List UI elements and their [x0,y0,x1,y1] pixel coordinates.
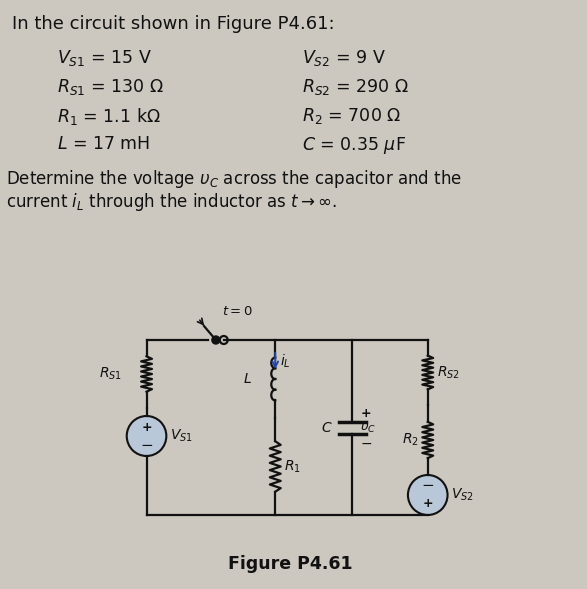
Text: $i_L$: $i_L$ [280,352,291,370]
Text: −: − [140,438,153,453]
Text: $R_2$: $R_2$ [402,432,419,448]
Text: $L$: $L$ [242,372,251,386]
Text: $V_{S1}$ = 15 V: $V_{S1}$ = 15 V [58,48,152,68]
Text: Determine the voltage $\upsilon_C$ across the capacitor and the: Determine the voltage $\upsilon_C$ acros… [6,168,462,190]
Text: +: + [360,407,371,420]
Text: $V_{S2}$ = 9 V: $V_{S2}$ = 9 V [302,48,386,68]
Text: $R_1$: $R_1$ [284,458,301,475]
Text: $C$ = 0.35 $\mu$F: $C$ = 0.35 $\mu$F [302,135,406,156]
Text: $R_1$ = 1.1 k$\Omega$: $R_1$ = 1.1 k$\Omega$ [58,106,161,127]
Circle shape [127,416,166,456]
Text: $\upsilon_C$: $\upsilon_C$ [360,422,376,435]
Text: $R_2$ = 700 $\Omega$: $R_2$ = 700 $\Omega$ [302,106,402,126]
Text: $R_{S1}$: $R_{S1}$ [99,366,122,382]
Text: $t = 0$: $t = 0$ [222,305,253,318]
Text: $V_{S2}$: $V_{S2}$ [451,487,474,503]
Text: $R_{S2}$: $R_{S2}$ [437,365,460,380]
Circle shape [408,475,447,515]
Text: +: + [423,497,433,510]
Text: $-$: $-$ [360,435,373,449]
Text: $R_{S2}$ = 290 $\Omega$: $R_{S2}$ = 290 $\Omega$ [302,77,409,97]
Text: $L$ = 17 mH: $L$ = 17 mH [58,135,151,153]
Text: Figure P4.61: Figure P4.61 [228,555,352,573]
Text: $C$: $C$ [321,421,333,435]
Text: $V_{S1}$: $V_{S1}$ [170,428,193,444]
Text: +: + [141,421,152,434]
Text: In the circuit shown in Figure P4.61:: In the circuit shown in Figure P4.61: [12,15,335,33]
Text: $R_{S1}$ = 130 $\Omega$: $R_{S1}$ = 130 $\Omega$ [58,77,164,97]
Circle shape [212,336,220,344]
Text: current $i_L$ through the inductor as $t \rightarrow \infty$.: current $i_L$ through the inductor as $t… [6,191,337,213]
Text: −: − [421,478,434,493]
